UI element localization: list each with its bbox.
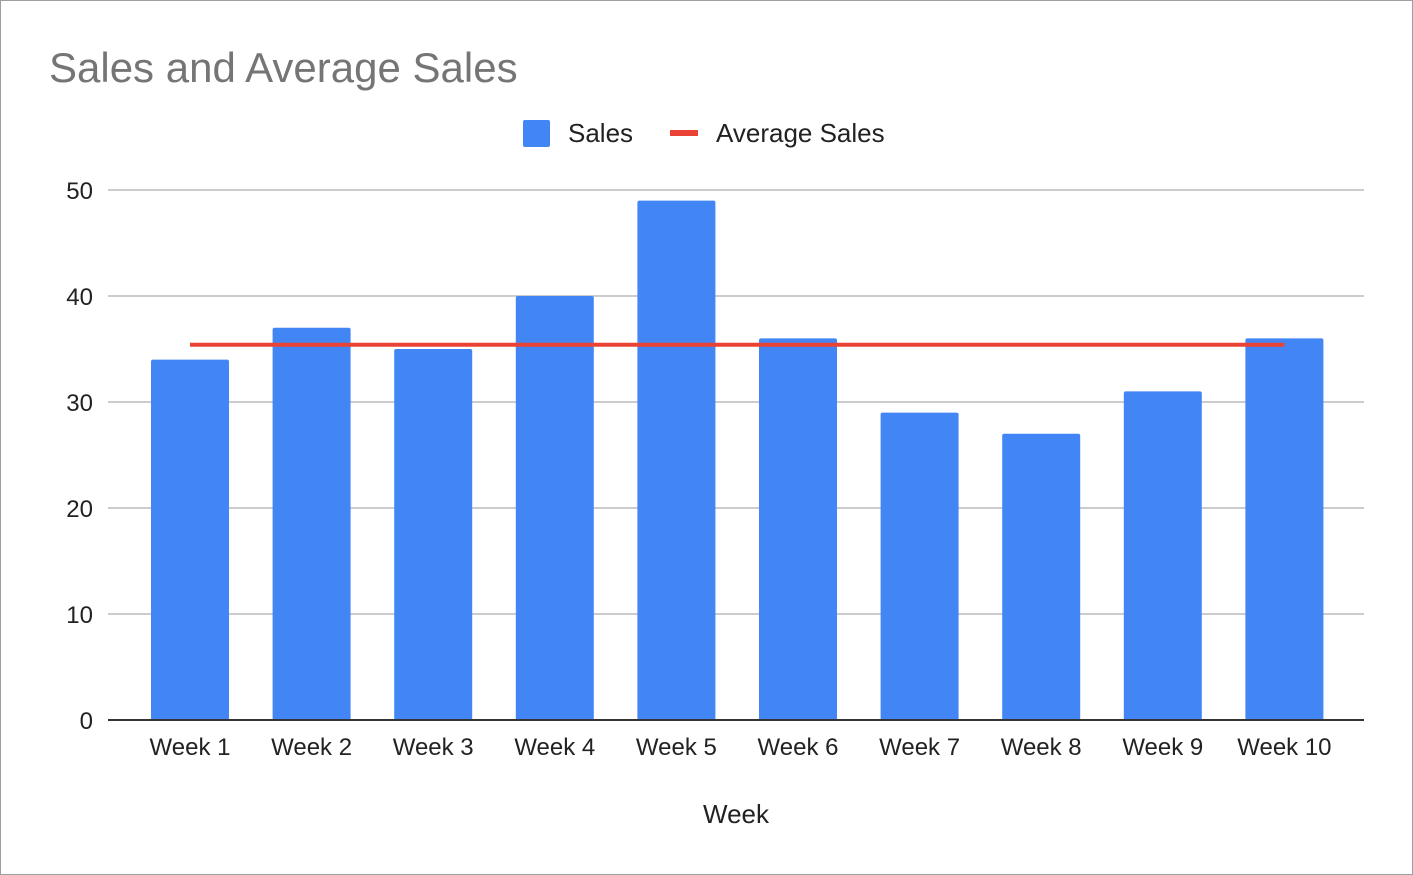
y-axis-tick-labels: 0 10 20 30 40 50 <box>66 178 93 735</box>
x-tick-label: Week 9 <box>1122 734 1203 761</box>
bar-week-2 <box>272 327 351 720</box>
x-tick-label: Week 10 <box>1237 734 1331 761</box>
bar-week-7 <box>880 412 959 720</box>
bar-week-5 <box>637 200 716 721</box>
x-tick-label: Week 8 <box>1001 734 1082 761</box>
bar-week-4 <box>515 296 594 720</box>
bar-week-10 <box>1245 338 1324 720</box>
bars <box>151 200 1324 721</box>
y-tick-label: 0 <box>80 708 93 735</box>
bar-week-3 <box>394 349 473 720</box>
legend-label-average-sales: Average Sales <box>716 118 885 148</box>
y-tick-label: 10 <box>66 602 93 629</box>
x-tick-label: Week 3 <box>393 734 474 761</box>
y-tick-label: 40 <box>66 284 93 311</box>
x-tick-label: Week 7 <box>879 734 960 761</box>
x-tick-label: Week 4 <box>514 734 595 761</box>
x-axis-title: Week <box>703 799 770 829</box>
y-tick-label: 50 <box>66 178 93 205</box>
x-axis-tick-labels: Week 1 Week 2 Week 3 Week 4 Week 5 Week 6 Week… <box>150 734 1332 761</box>
bar-week-9 <box>1123 391 1202 720</box>
y-tick-label: 20 <box>66 496 93 523</box>
legend: Sales Average Sales <box>523 118 885 148</box>
y-tick-label: 30 <box>66 390 93 417</box>
bar-week-6 <box>759 338 837 720</box>
x-tick-label: Week 2 <box>271 734 352 761</box>
legend-label-sales: Sales <box>568 118 633 148</box>
bar-week-1 <box>151 359 229 720</box>
x-tick-label: Week 5 <box>636 734 717 761</box>
chart-title: Sales and Average Sales <box>49 44 518 91</box>
x-tick-label: Week 6 <box>758 734 839 761</box>
legend-swatch-average-sales <box>670 130 698 136</box>
bar-week-8 <box>1002 433 1081 720</box>
x-tick-label: Week 1 <box>150 734 231 761</box>
legend-swatch-sales <box>523 120 550 147</box>
